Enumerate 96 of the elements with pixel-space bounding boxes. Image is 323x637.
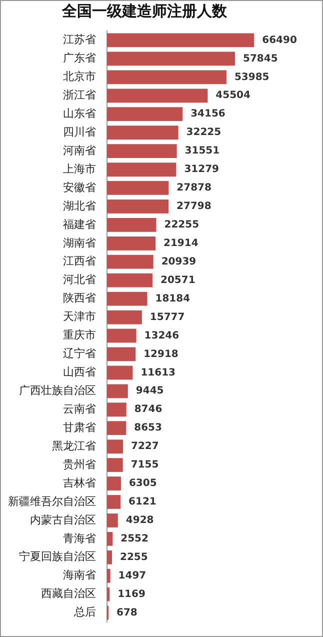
y-tick-label: 广西壮族自治区 (19, 384, 96, 397)
data-label: 12918 (144, 348, 178, 360)
bar (107, 513, 118, 528)
y-tick-label: 上海市 (63, 162, 96, 176)
y-tick-label: 湖南省 (63, 236, 96, 250)
data-label: 13246 (144, 330, 180, 342)
y-tick-label: 河北省 (63, 273, 96, 286)
data-label: 678 (116, 607, 138, 618)
data-label: 34156 (190, 108, 226, 120)
bar (107, 273, 153, 288)
y-tick-label: 天津市 (63, 310, 96, 324)
data-label: 1169 (118, 588, 146, 600)
bar (107, 310, 142, 324)
bar (107, 88, 208, 103)
data-label: 2255 (120, 552, 148, 563)
bar (107, 52, 235, 66)
y-tick-label: 贵州省 (63, 458, 96, 471)
data-label: 20571 (160, 274, 196, 286)
data-label: 31551 (184, 146, 220, 157)
data-label: 6305 (128, 478, 157, 490)
y-tick-label: 云南省 (63, 402, 96, 416)
y-tick-label: 甘肃省 (63, 420, 96, 434)
data-label: 53985 (234, 72, 270, 83)
bar (107, 292, 148, 306)
y-tick-label: 山西省 (63, 366, 96, 379)
data-label: 27798 (176, 201, 212, 212)
bar (107, 495, 121, 509)
data-label: 8746 (134, 404, 162, 416)
y-tick-label: 青海省 (63, 532, 96, 545)
y-tick-label: 内蒙古自治区 (30, 513, 96, 526)
bar (107, 162, 176, 176)
bar (107, 347, 136, 362)
data-label: 18184 (155, 293, 190, 304)
y-tick-label: 江苏省 (63, 33, 96, 46)
y-tick-label: 江西省 (63, 254, 96, 268)
data-label: 7155 (130, 460, 159, 471)
y-tick-label: 重庆市 (63, 328, 96, 342)
bar (107, 384, 128, 398)
data-label: 31279 (184, 164, 220, 176)
data-label: 32225 (186, 127, 222, 138)
data-label: 20939 (161, 256, 196, 268)
data-label: 4928 (126, 515, 154, 526)
y-tick-label: 广东省 (63, 52, 96, 65)
bar (107, 532, 113, 546)
data-label: 22255 (164, 220, 200, 231)
data-label: 11613 (140, 367, 176, 378)
bar (107, 440, 123, 454)
data-label: 9445 (136, 386, 164, 397)
bar (107, 421, 126, 436)
data-label: 7227 (130, 441, 159, 452)
chart-title: 全国一级建造师注册人数 (61, 2, 228, 20)
y-tick-label: 福建省 (63, 218, 96, 231)
data-label: 21914 (163, 238, 198, 249)
y-tick-label: 黑龙江省 (52, 439, 96, 452)
y-tick-label: 山东省 (63, 106, 96, 120)
bar (107, 568, 110, 583)
data-label: 45504 (216, 90, 251, 102)
y-tick-label: 西藏自治区 (41, 587, 96, 600)
bar (107, 33, 254, 48)
y-tick-label: 吉林省 (63, 476, 96, 490)
bar (107, 587, 110, 602)
data-label: 1497 (118, 570, 146, 582)
y-tick-label: 总后 (73, 606, 96, 619)
y-tick-label: 四川省 (63, 125, 96, 138)
bar (107, 218, 156, 232)
y-tick-label: 陕西省 (63, 292, 96, 305)
y-tick-label: 新疆维吾尔自治区 (8, 494, 96, 508)
bar (107, 107, 183, 122)
bar (107, 476, 121, 490)
bar (107, 254, 154, 269)
bar (107, 458, 123, 472)
y-tick-label: 安徽省 (63, 180, 96, 194)
y-tick-label: 北京市 (63, 70, 96, 84)
bar (107, 550, 112, 564)
data-label: 27878 (176, 182, 212, 194)
data-label: 2552 (120, 533, 149, 544)
y-tick-label: 海南省 (63, 568, 96, 582)
y-tick-label: 辽宁省 (63, 347, 96, 360)
data-label: 6121 (128, 496, 156, 508)
y-tick-label: 湖北省 (63, 199, 96, 212)
bar (107, 70, 226, 84)
bar (107, 200, 169, 214)
bar (107, 366, 133, 380)
data-label: 66490 (262, 34, 297, 46)
y-tick-label: 浙江省 (63, 88, 96, 102)
bar (107, 236, 156, 250)
bar (107, 126, 178, 140)
y-tick-label: 宁夏回族自治区 (19, 550, 96, 564)
y-tick-label: 河南省 (63, 144, 96, 157)
bar (107, 402, 126, 417)
data-label: 8653 (134, 422, 162, 434)
bar (107, 181, 169, 195)
data-label: 57845 (242, 53, 278, 64)
data-label: 15777 (150, 312, 185, 323)
bar (107, 328, 136, 343)
bar (107, 144, 177, 158)
